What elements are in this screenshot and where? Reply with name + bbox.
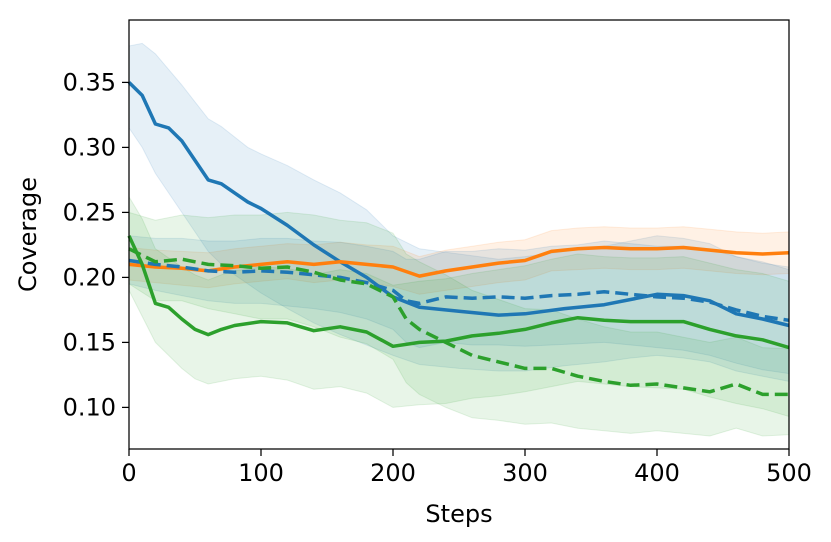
line-green-solid [127,235,790,350]
x-tick-label: 300 [502,459,548,487]
y-tick-label: 0.30 [63,133,116,161]
y-axis-label: Coverage [14,177,42,292]
confidence-bands [128,42,790,437]
y-tick-label: 0.10 [63,393,116,421]
line-orange-solid [128,245,790,278]
line-blue-solid [127,81,790,328]
y-tick-label: 0.25 [63,198,116,226]
y-axis-ticks: 0.10 0.15 0.20 0.25 0.30 0.35 [63,68,129,421]
line-blue-dashed [128,258,790,323]
y-tick-label: 0.35 [63,68,116,96]
x-tick-label: 0 [121,459,136,487]
y-tick-label: 0.20 [63,263,116,291]
x-tick-label: 400 [634,459,680,487]
y-tick-label: 0.15 [63,328,116,356]
plot-frame [128,19,790,450]
x-tick-label: 100 [238,459,284,487]
x-axis-label: Steps [425,500,492,528]
line-green-dashed [128,247,789,397]
x-axis-ticks: 0 100 200 300 400 500 [121,449,812,487]
series-lines [127,81,790,397]
x-tick-label: 200 [370,459,416,487]
x-tick-label: 500 [766,459,812,487]
